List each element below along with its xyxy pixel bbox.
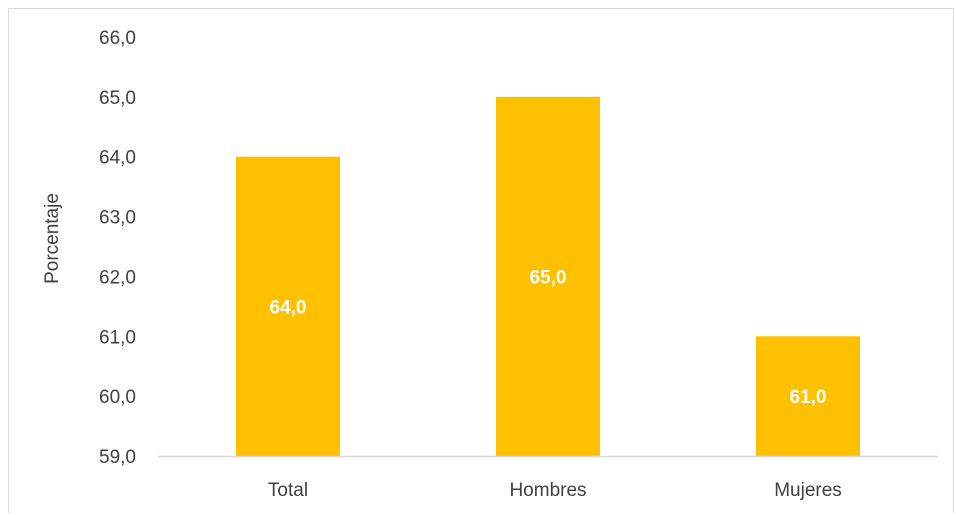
x-axis-labels: Total Hombres Mujeres	[268, 480, 842, 501]
y-tick-label: 60,0	[99, 387, 136, 408]
bar-total	[236, 156, 340, 456]
y-tick-label: 65,0	[99, 88, 136, 109]
y-tick-label: 64,0	[99, 148, 136, 169]
x-category-label: Hombres	[509, 480, 586, 501]
y-tick-label: 62,0	[99, 267, 136, 288]
bar-mujeres	[756, 336, 860, 456]
data-label: 61,0	[790, 387, 827, 408]
y-axis-ticks: 59,0 60,0 61,0 62,0 63,0 64,0 65,0 66,0	[99, 28, 136, 468]
y-tick-label: 66,0	[99, 28, 136, 49]
bar-hombres	[496, 96, 600, 456]
y-tick-label: 59,0	[99, 447, 136, 468]
data-label: 65,0	[530, 267, 567, 288]
y-tick-label: 63,0	[99, 208, 136, 229]
y-axis-title: Porcentaje	[42, 193, 63, 284]
x-category-label: Total	[268, 480, 308, 501]
y-tick-label: 61,0	[99, 327, 136, 348]
x-category-label: Mujeres	[774, 480, 842, 501]
bars-group: 64,0 65,0 61,0	[236, 96, 860, 456]
data-label: 64,0	[270, 297, 307, 318]
